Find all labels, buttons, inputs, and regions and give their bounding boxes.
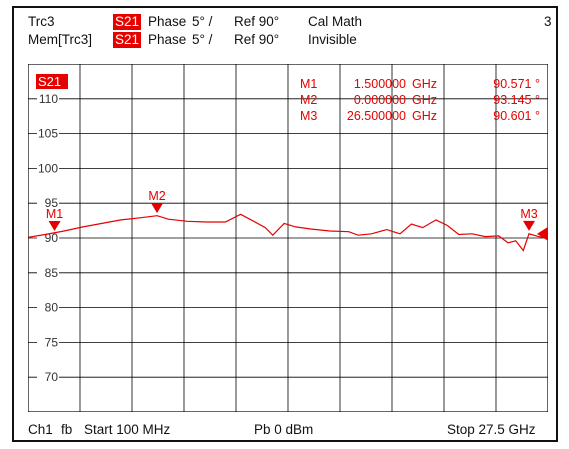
- trace-reference[interactable]: Ref 90°: [234, 14, 280, 29]
- memory-reference[interactable]: Ref 90°: [234, 32, 280, 47]
- status-footer: Ch1 fb Start 100 MHz Pb 0 dBm Stop 27.5 …: [14, 420, 556, 440]
- memory-format[interactable]: Phase: [148, 32, 187, 47]
- footer-stop-frequency[interactable]: Stop 27.5 GHz: [447, 422, 536, 437]
- marker-readout-value: 90.571 °: [493, 77, 540, 91]
- trace-param-tag[interactable]: S21: [113, 14, 142, 30]
- y-tick-label-background: [37, 162, 59, 175]
- trace-markers: M1 M2 M3: [46, 189, 548, 241]
- marker-readout-name: M2: [300, 93, 317, 107]
- marker-readout-unit: GHz: [412, 109, 437, 123]
- trace-scale[interactable]: 5° /: [192, 14, 213, 29]
- footer-power[interactable]: Pb 0 dBm: [254, 422, 314, 437]
- marker-readout-unit: GHz: [412, 77, 437, 91]
- memory-scale[interactable]: 5° /: [192, 32, 213, 47]
- footer-mode: fb: [61, 422, 73, 437]
- trace-tag-background: [36, 74, 68, 89]
- marker-readout-frequency: 0.000000: [354, 93, 406, 107]
- marker-readout-value: 93.145 °: [493, 93, 540, 107]
- memory-param-tag[interactable]: S21: [113, 32, 142, 48]
- memory-status: Invisible: [308, 32, 357, 47]
- y-tick-label-background: [37, 197, 59, 210]
- marker-readout-value: 90.601 °: [493, 109, 540, 123]
- y-tick-label: 85: [45, 266, 59, 280]
- y-tick-label: 95: [45, 196, 59, 210]
- footer-channel[interactable]: Ch1: [28, 422, 53, 437]
- y-tick-label-background: [37, 336, 59, 349]
- y-tick-label: 80: [45, 301, 59, 315]
- marker-triangle: [523, 220, 536, 231]
- marker-label: M2: [148, 189, 165, 203]
- marker-readout-frequency: 26.500000: [347, 109, 406, 123]
- marker-readout-name: M3: [300, 109, 317, 123]
- footer-start-frequency[interactable]: Start 100 MHz: [84, 422, 171, 437]
- trace-tag[interactable]: S21: [38, 74, 61, 89]
- phase-trace-line: [28, 213, 548, 252]
- marker-label: M3: [520, 207, 537, 221]
- channel-count: 3: [544, 14, 552, 29]
- marker-readout-name: M1: [300, 77, 317, 91]
- y-tick-label-background: [37, 371, 59, 384]
- y-tick-label-background: [37, 92, 59, 105]
- trace-label[interactable]: Trc3: [28, 14, 55, 29]
- plot-grid: [28, 64, 548, 412]
- y-tick-label: 105: [38, 127, 58, 141]
- vna-display: Trc3 S21 Phase 5° / Ref 90° Cal Math 3 M…: [12, 6, 558, 442]
- y-tick-label: 100: [38, 161, 58, 175]
- marker-label: M1: [46, 207, 63, 221]
- y-tick-label-background: [37, 301, 59, 314]
- marker-triangle: [48, 221, 61, 232]
- marker-readout-frequency: 1.500000: [354, 77, 406, 91]
- marker-readout-table: M1 1.500000 GHz 90.571 ° M2 0.000000 GHz 93.145…: [300, 77, 540, 123]
- memory-trace-label[interactable]: Mem[Trc3]: [28, 32, 92, 47]
- active-marker-pointer: [537, 226, 548, 241]
- marker-triangle: [151, 203, 164, 214]
- y-tick-label-background: [37, 127, 59, 140]
- trace-cal-status: Cal Math: [308, 14, 363, 29]
- y-tick-label: 75: [45, 335, 59, 349]
- y-tick-label: 110: [39, 92, 58, 106]
- y-tick-label-background: [37, 266, 59, 279]
- trace-format[interactable]: Phase: [148, 14, 187, 29]
- marker-readout-unit: GHz: [412, 93, 437, 107]
- y-tick-label: 70: [45, 370, 59, 384]
